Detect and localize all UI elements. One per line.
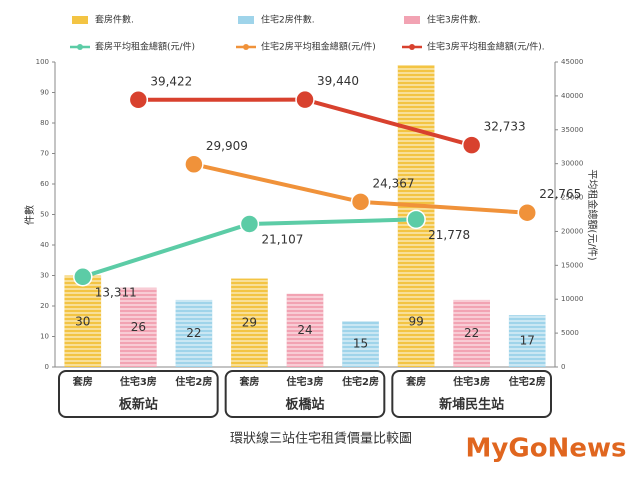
line-value-label: 13,311 xyxy=(95,285,137,299)
y-tick-label: 20 xyxy=(40,302,49,310)
line-value-label: 39,422 xyxy=(150,74,192,88)
line-value-label: 39,440 xyxy=(317,74,359,88)
line-point xyxy=(407,210,425,228)
bar-value-label: 26 xyxy=(131,320,146,334)
line-point xyxy=(296,91,314,109)
x-tick-label: 住宅3房 xyxy=(120,375,157,388)
legend-label: 住宅3房件數. xyxy=(427,14,481,26)
y2-tick-label: 0 xyxy=(561,363,565,371)
legend-swatch xyxy=(238,16,254,24)
line-segment xyxy=(194,164,361,202)
y2-tick-label: 10000 xyxy=(561,295,583,303)
legend-swatch xyxy=(72,16,88,24)
line-segment xyxy=(83,224,250,277)
line-segment xyxy=(249,219,416,224)
y-tick-label: 60 xyxy=(40,180,49,188)
line-value-label: 29,909 xyxy=(206,139,248,153)
y-tick-label: 40 xyxy=(40,241,49,249)
x-tick-label: 套房 xyxy=(405,375,426,388)
bar-value-label: 29 xyxy=(242,315,257,329)
line-value-label: 21,107 xyxy=(261,232,303,246)
line-value-label: 22,765 xyxy=(539,187,581,201)
legend-label: 住宅2房件數. xyxy=(261,14,315,26)
caption: 環狀線三站住宅租賃價量比較圖 xyxy=(230,431,412,447)
line-value-label: 21,778 xyxy=(428,228,470,242)
y2-axis-title: 平均租金總額(元/件) xyxy=(586,169,599,260)
y-tick-label: 90 xyxy=(40,89,49,97)
x-tick-label: 住宅3房 xyxy=(453,375,490,388)
bar-value-label: 17 xyxy=(520,334,535,348)
y2-tick-label: 20000 xyxy=(561,227,583,235)
y-axis-title: 件數 xyxy=(23,205,36,225)
y-tick-label: 10 xyxy=(40,333,49,341)
group-label: 板新站 xyxy=(119,397,158,413)
legend-label: 住宅2房平均租金總額(元/件) xyxy=(261,41,376,53)
bar-value-label: 15 xyxy=(353,337,368,351)
y2-tick-label: 40000 xyxy=(561,92,583,100)
bar-value-label: 99 xyxy=(408,315,423,329)
line-value-label: 24,367 xyxy=(373,176,415,190)
legend-label: 套房平均租金總額(元/件) xyxy=(95,41,195,53)
y2-tick-label: 45000 xyxy=(561,58,583,66)
line-point xyxy=(240,215,258,233)
y2-tick-label: 30000 xyxy=(561,160,583,168)
legend-swatch xyxy=(77,44,83,50)
legend-label: 套房件數. xyxy=(95,14,134,26)
watermark: MyGoNews xyxy=(466,434,627,464)
y-tick-label: 80 xyxy=(40,119,49,127)
line-point xyxy=(518,204,536,222)
bar-value-label: 22 xyxy=(464,326,479,340)
y2-tick-label: 15000 xyxy=(561,261,583,269)
line-value-label: 32,733 xyxy=(484,120,526,134)
line-point xyxy=(129,91,147,109)
group-label: 新埔民生站 xyxy=(439,397,504,413)
line-segment xyxy=(361,202,528,213)
x-tick-label: 住宅3房 xyxy=(287,375,324,388)
x-tick-label: 套房 xyxy=(238,375,259,388)
y-tick-label: 50 xyxy=(40,211,49,219)
legend-swatch xyxy=(243,44,249,50)
bar-value-label: 22 xyxy=(186,326,201,340)
line-point xyxy=(185,155,203,173)
x-tick-label: 住宅2房 xyxy=(342,375,379,388)
y2-tick-label: 35000 xyxy=(561,126,583,134)
x-tick-label: 住宅2房 xyxy=(175,375,212,388)
line-point xyxy=(463,136,481,154)
bar-value-label: 24 xyxy=(297,323,312,337)
line-point xyxy=(74,268,92,286)
bar-value-label: 30 xyxy=(75,315,90,329)
line-segment xyxy=(305,100,472,145)
legend-label: 住宅3房平均租金總額(元/件). xyxy=(427,41,545,53)
y-tick-label: 0 xyxy=(45,363,49,371)
y2-tick-label: 5000 xyxy=(561,329,579,337)
x-tick-label: 住宅2房 xyxy=(509,375,546,388)
y-tick-label: 30 xyxy=(40,272,49,280)
group-label: 板橋站 xyxy=(285,397,324,413)
y-tick-label: 70 xyxy=(40,150,49,158)
legend-swatch xyxy=(409,44,415,50)
y-tick-label: 100 xyxy=(36,58,49,66)
line-point xyxy=(352,193,370,211)
x-tick-label: 套房 xyxy=(72,375,93,388)
legend-swatch xyxy=(404,16,420,24)
